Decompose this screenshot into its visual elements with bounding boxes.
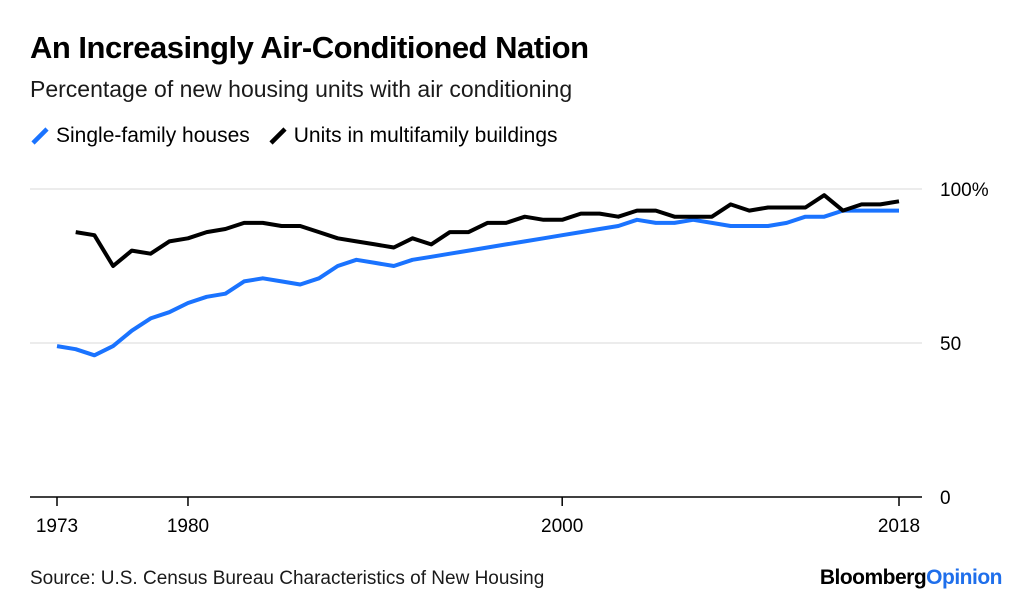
x-tick-label-1973: 1973 — [36, 516, 78, 537]
x-tick-label-2018: 2018 — [878, 516, 920, 537]
series-line-single-family — [56, 208, 899, 358]
legend-label-multifamily: Units in multifamily buildings — [293, 124, 558, 147]
y-tick-label-100: 100% — [940, 180, 989, 201]
brand-logo-part1: Bloomberg — [819, 566, 927, 589]
legend-swatch-single-family — [31, 127, 49, 145]
brand-logo-part2: Opinion — [926, 566, 1002, 589]
legend-item-single-family: Single-family houses — [30, 124, 250, 148]
x-tick-label-1980: 1980 — [167, 516, 209, 537]
chart-title: An Increasingly Air-Conditioned Nation — [30, 30, 589, 65]
series-line-multifamily — [75, 193, 900, 268]
x-tick-label-2000: 2000 — [541, 516, 583, 537]
chart-subtitle: Percentage of new housing units with air… — [30, 76, 573, 102]
legend-label-single-family: Single-family houses — [56, 124, 250, 147]
y-tick-label-50: 50 — [940, 334, 961, 355]
legend: Single-family houses Units in multifamil… — [30, 124, 576, 148]
legend-swatch-multifamily — [269, 127, 287, 145]
brand-logo: BloombergOpinion — [819, 566, 1003, 590]
y-tick-label-0: 0 — [940, 488, 951, 509]
source-note: Source: U.S. Census Bureau Characteristi… — [30, 568, 545, 589]
legend-item-multifamily: Units in multifamily buildings — [268, 124, 558, 148]
